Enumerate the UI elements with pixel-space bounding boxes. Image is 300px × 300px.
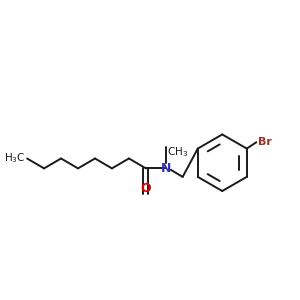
Text: N: N <box>160 162 171 175</box>
Text: CH$_3$: CH$_3$ <box>167 145 188 159</box>
Text: Br: Br <box>258 137 272 147</box>
Text: O: O <box>141 182 151 195</box>
Text: H$_3$C: H$_3$C <box>4 152 26 165</box>
